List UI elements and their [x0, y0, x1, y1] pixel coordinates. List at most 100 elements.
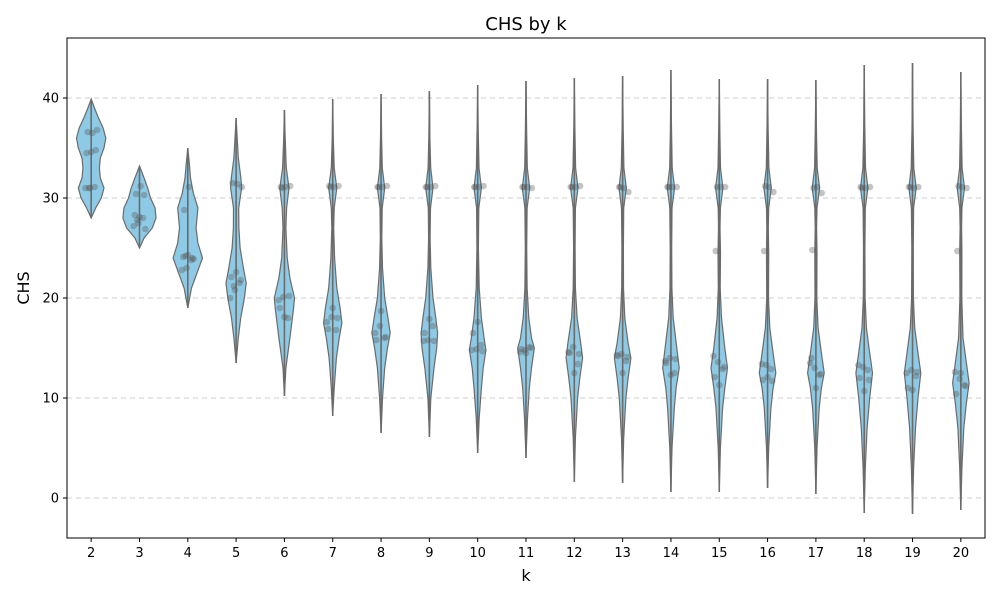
- data-point: [952, 390, 960, 398]
- data-point: [286, 182, 294, 190]
- data-point: [575, 350, 583, 358]
- data-point: [285, 292, 293, 300]
- data-point: [613, 351, 621, 359]
- data-point: [661, 357, 669, 365]
- data-point: [424, 336, 432, 344]
- data-point: [567, 183, 575, 191]
- data-point: [614, 352, 622, 360]
- x-tick-label: 10: [469, 546, 486, 561]
- data-point: [132, 190, 140, 198]
- data-point: [334, 314, 341, 322]
- data-point: [475, 183, 483, 191]
- data-point: [713, 183, 721, 191]
- data-point: [962, 382, 969, 390]
- y-tick-label: 0: [51, 492, 59, 507]
- x-axis-label: k: [521, 566, 531, 585]
- data-point: [277, 183, 285, 191]
- data-point: [93, 126, 101, 134]
- data-point: [189, 254, 196, 262]
- data-point: [571, 369, 578, 377]
- data-point: [383, 182, 391, 190]
- data-point: [324, 325, 332, 333]
- data-point: [230, 282, 238, 290]
- data-point: [668, 183, 676, 191]
- data-point: [671, 369, 678, 377]
- data-point: [566, 349, 573, 357]
- violins: [75, 62, 970, 515]
- data-point: [615, 183, 623, 191]
- data-point: [716, 381, 723, 389]
- data-point: [858, 184, 866, 192]
- data-point: [574, 360, 582, 368]
- data-point: [477, 341, 485, 349]
- data-point: [765, 183, 772, 191]
- data-point: [284, 314, 292, 322]
- data-point: [812, 384, 820, 392]
- data-point: [619, 369, 626, 377]
- y-axis-label: CHS: [14, 271, 33, 304]
- data-point: [323, 318, 331, 326]
- data-point: [813, 183, 821, 191]
- data-point: [275, 296, 282, 304]
- data-point: [479, 347, 486, 355]
- data-point: [721, 183, 729, 191]
- data-point: [758, 360, 766, 368]
- data-point: [764, 373, 771, 381]
- data-point: [377, 307, 385, 315]
- data-point: [421, 329, 429, 337]
- data-point: [373, 336, 380, 344]
- data-point: [423, 183, 431, 191]
- data-point: [282, 183, 289, 191]
- data-point: [806, 359, 814, 367]
- data-point: [955, 182, 962, 190]
- data-point: [717, 183, 724, 191]
- data-point: [719, 365, 726, 373]
- y-tick-label: 30: [42, 192, 59, 207]
- data-point: [86, 184, 94, 192]
- data-point: [816, 371, 823, 379]
- data-point: [473, 345, 480, 353]
- data-point: [87, 148, 95, 156]
- data-point: [961, 381, 968, 389]
- data-point: [381, 334, 388, 342]
- data-point: [859, 363, 867, 371]
- data-point: [327, 183, 334, 191]
- data-point: [376, 322, 384, 330]
- data-point: [528, 184, 536, 192]
- data-point: [426, 315, 433, 323]
- data-point: [92, 146, 100, 154]
- data-point: [185, 183, 193, 191]
- data-point: [521, 346, 529, 354]
- data-point: [768, 377, 776, 385]
- x-tick-label: 3: [135, 546, 143, 561]
- x-tick-label: 4: [184, 546, 192, 561]
- data-point: [856, 374, 863, 382]
- data-point: [760, 247, 768, 255]
- data-point: [913, 368, 921, 376]
- x-tick-label: 8: [377, 546, 385, 561]
- data-point: [817, 370, 824, 378]
- y-tick-label: 20: [42, 292, 59, 307]
- data-point: [663, 359, 670, 367]
- data-point: [281, 313, 288, 321]
- data-point: [956, 375, 963, 383]
- data-point: [710, 352, 717, 360]
- data-point: [903, 369, 910, 377]
- x-tick-label: 20: [953, 546, 970, 561]
- x-tick-label: 19: [904, 546, 921, 561]
- data-points: [82, 126, 970, 398]
- data-point: [188, 256, 195, 264]
- data-point: [712, 247, 720, 255]
- y-axis-ticks: 0 10 20 30 40: [42, 92, 67, 507]
- data-point: [711, 373, 718, 381]
- data-point: [468, 346, 476, 354]
- data-point: [179, 253, 187, 261]
- x-tick-label: 9: [425, 546, 433, 561]
- x-tick-label: 6: [280, 546, 288, 561]
- data-point: [181, 206, 188, 214]
- data-point: [326, 182, 333, 190]
- x-tick-label: 12: [566, 546, 583, 561]
- data-point: [238, 183, 246, 191]
- y-tick-label: 10: [42, 392, 59, 407]
